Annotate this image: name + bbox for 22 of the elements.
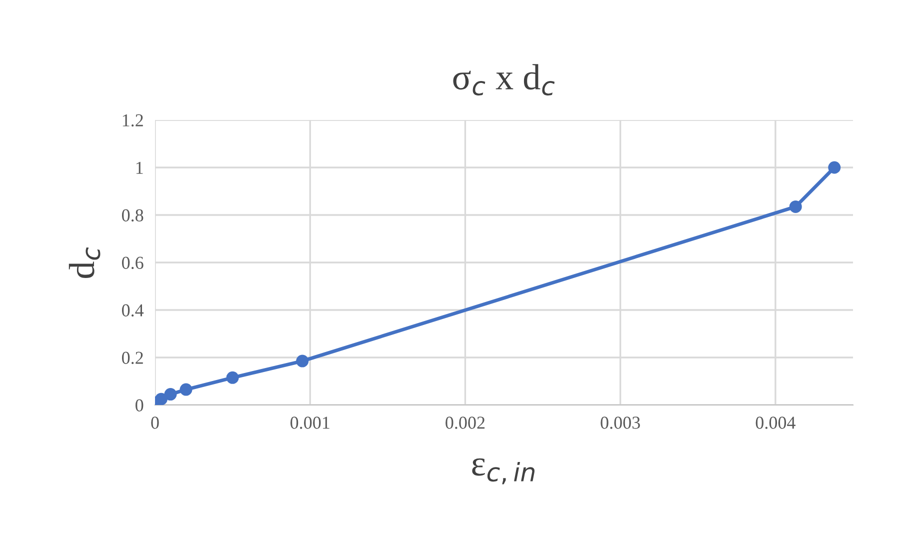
y-tick-label: 0.6 [122, 256, 144, 270]
point [226, 371, 239, 384]
y-tick-label: 0.8 [122, 209, 144, 222]
point [296, 354, 309, 368]
y-tick-label: 0.4 [122, 304, 144, 317]
chart-title: σ$_{c}$ x d$_{c}$ [453, 64, 555, 96]
y-tick-label: 1.2 [122, 114, 143, 127]
point [164, 388, 177, 401]
x-axis-title: ε$_{c,in}$ [472, 458, 534, 484]
y-tick-label: 1 [136, 162, 143, 174]
y-axis-title: d$_{c}$ [68, 247, 100, 278]
y-tick-label: 0.2 [122, 352, 143, 364]
point [789, 200, 802, 213]
point [180, 383, 192, 396]
x-tick-label: 0.004 [756, 416, 796, 429]
x-tick-label: 0.001 [290, 416, 330, 429]
point [828, 161, 841, 174]
x-tick-label: 0.003 [600, 416, 640, 429]
x-tick-label: 0.002 [446, 416, 485, 429]
x-tick-label: 0 [151, 416, 159, 429]
point [155, 392, 168, 405]
y-tick-label: 0 [136, 399, 144, 412]
